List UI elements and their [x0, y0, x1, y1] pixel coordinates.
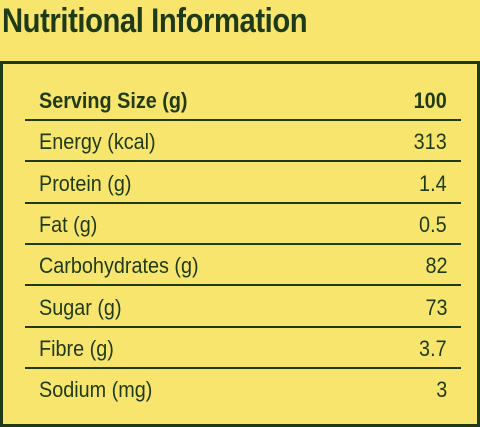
row-label: Fat (g) — [39, 211, 98, 237]
row-value: 3 — [435, 377, 447, 403]
table-row: Protein (g) 1.4 — [25, 163, 461, 204]
table-row: Carbohydrates (g) 82 — [25, 245, 461, 287]
header-label: Serving Size (g) — [39, 88, 188, 113]
table-row: Sodium (mg) 3 — [25, 369, 461, 410]
row-label: Carbohydrates (g) — [39, 253, 199, 279]
row-label: Energy (kcal) — [39, 129, 156, 155]
row-label: Protein (g) — [39, 170, 132, 196]
row-value: 73 — [424, 294, 447, 320]
table-row: Fibre (g) 3.7 — [25, 328, 461, 369]
nutrition-table: Serving Size (g) 100 Energy (kcal) 313 Prote… — [0, 61, 480, 427]
row-value: 3.7 — [419, 335, 447, 361]
row-value: 1.4 — [419, 170, 447, 196]
table-row: Fat (g) 0.5 — [25, 204, 461, 245]
row-label: Sodium (mg) — [39, 377, 153, 403]
title: Nutritional Information — [2, 2, 308, 40]
table-row: Sugar (g) 73 — [25, 287, 461, 328]
row-value: 82 — [424, 253, 447, 279]
header-row: Serving Size (g) 100 — [25, 80, 461, 121]
table-row: Energy (kcal) 313 — [25, 121, 461, 163]
row-label: Sugar (g) — [39, 294, 122, 320]
row-value: 313 — [413, 129, 447, 155]
header-value: 100 — [413, 88, 447, 113]
row-value: 0.5 — [419, 211, 447, 237]
row-label: Fibre (g) — [39, 335, 114, 361]
